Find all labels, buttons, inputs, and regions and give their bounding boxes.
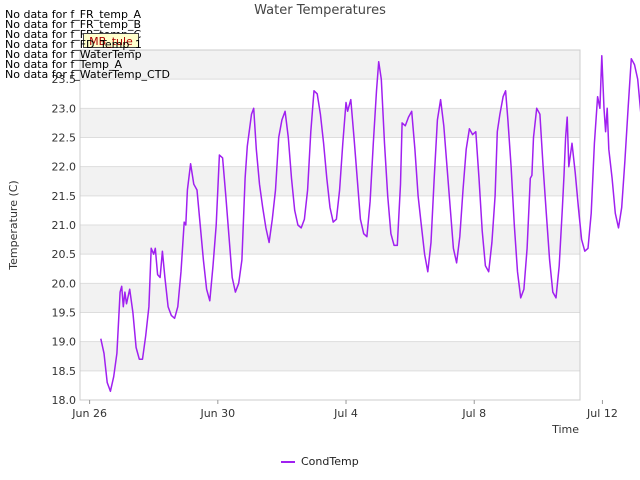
y-tick-label: 22.0 xyxy=(52,161,77,174)
background-band xyxy=(80,341,580,371)
y-tick-label: 22.5 xyxy=(52,132,77,145)
no-data-message: No data for f_FD_Temp_1 xyxy=(5,38,142,51)
background-band xyxy=(80,166,580,196)
y-axis-label: Temperature (C) xyxy=(7,180,20,270)
x-tick-label: Jul 12 xyxy=(586,407,618,420)
x-tick-label: Jul 8 xyxy=(461,407,486,420)
no-data-message: No data for f_WaterTemp xyxy=(5,48,142,61)
x-tick-label: Jun 26 xyxy=(71,407,107,420)
y-tick-label: 21.5 xyxy=(52,190,77,203)
no-data-message: No data for f_FR_temp_C xyxy=(5,28,142,41)
y-tick-label: 19.5 xyxy=(52,307,77,320)
y-tick-label: 23.0 xyxy=(52,102,77,115)
x-axis-ticks: Jun 26 Jun 30 Jul 4 Jul 8 Jul 12 xyxy=(71,400,618,420)
y-tick-label: 23.5 xyxy=(52,73,77,86)
no-data-message: No data for f_FR_temp_A xyxy=(5,8,141,21)
legend-label-condtemp: CondTemp xyxy=(301,455,359,468)
no-data-message: No data for f_FR_temp_B xyxy=(5,18,142,31)
y-tick-label: 20.5 xyxy=(52,248,77,261)
x-tick-label: Jul 4 xyxy=(333,407,358,420)
y-axis-ticks: 18.0 18.5 19.0 19.5 20.0 20.5 21.0 21.5 22.0 22.5… xyxy=(52,73,77,407)
background-band xyxy=(80,50,580,80)
y-tick-label: 18.5 xyxy=(52,365,77,378)
chart-title: Water Temperatures xyxy=(254,3,386,18)
no-data-message: No data for f_WaterTemp_CTD xyxy=(5,68,170,81)
y-tick-label: 21.0 xyxy=(52,219,77,232)
mb-tule-tag: MB_tule xyxy=(83,33,139,48)
no-data-message: No data for f_Temp_A xyxy=(5,58,123,71)
background-band xyxy=(80,225,580,255)
condtemp-series-line xyxy=(100,55,640,393)
y-tick-label: 18.0 xyxy=(52,394,77,407)
x-axis-label: Time xyxy=(551,423,579,436)
x-tick-label: Jun 30 xyxy=(199,407,235,420)
y-tick-label: 19.0 xyxy=(52,336,77,349)
background-band xyxy=(80,108,580,138)
background-band xyxy=(80,283,580,313)
y-tick-label: 20.0 xyxy=(52,277,77,290)
